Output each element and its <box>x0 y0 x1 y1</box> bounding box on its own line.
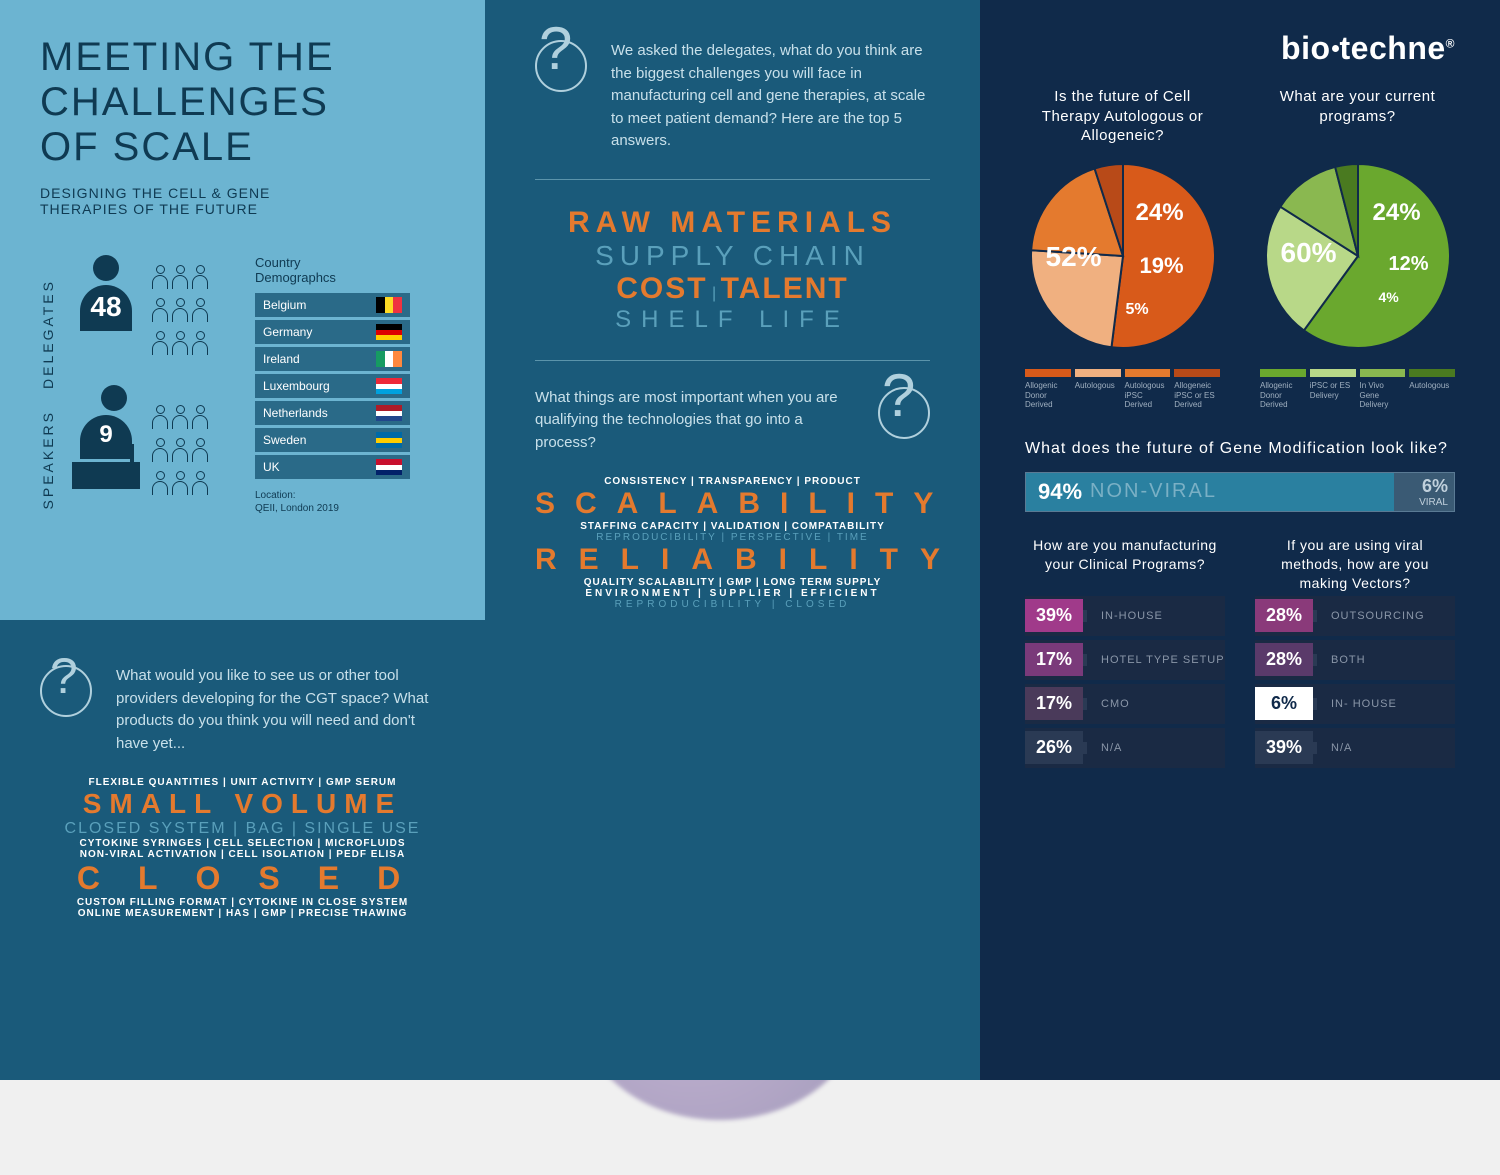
table-row: 28%OUTSOURCING <box>1255 596 1455 636</box>
question-text: We asked the delegates, what do you thin… <box>611 40 930 153</box>
main-title: MEETING THE CHALLENGES OF SCALE <box>40 35 445 169</box>
table-row: 26%N/A <box>1025 728 1225 768</box>
delegate-minis <box>150 265 210 364</box>
speaker-figure-icon: 9 <box>80 385 148 489</box>
country-row: Belgium <box>255 293 410 317</box>
country-row: UK <box>255 455 410 479</box>
question-icon <box>40 665 92 717</box>
delegate-figure-icon: 48 <box>80 255 132 331</box>
pie-charts-row: Is the future of Cell Therapy Autologous… <box>1025 87 1455 410</box>
right-panel: biotechne® Is the future of Cell Therapy… <box>980 0 1500 1080</box>
question-icon <box>878 387 930 439</box>
legend-item: Autologous <box>1409 369 1455 410</box>
question-text: What would you like to see us or other t… <box>116 665 445 755</box>
country-demographics: Country Demographcs Belgium Germany Irelan… <box>255 255 410 515</box>
country-row: Ireland <box>255 347 410 371</box>
table-vectors: If you are using viral methods, how are … <box>1255 536 1455 772</box>
left-panel: MEETING THE CHALLENGES OF SCALE DESIGNIN… <box>0 0 485 1080</box>
table-row: 28%BOTH <box>1255 640 1455 680</box>
gene-mod-bar: 94% NON-VIRAL 6%VIRAL <box>1025 472 1455 512</box>
word-cloud-tools: FLEXIBLE QUANTITIES | UNIT ACTIVITY | GM… <box>40 777 445 919</box>
speakers-label: SPEAKERS <box>40 410 56 509</box>
country-row: Netherlands <box>255 401 410 425</box>
delegates-label: DELEGATES <box>40 279 56 389</box>
countries-title: Country Demographcs <box>255 255 410 285</box>
word-cloud-qualifying: CONSISTENCY | TRANSPARENCY | PRODUCT SCA… <box>535 476 930 610</box>
header-section: MEETING THE CHALLENGES OF SCALE DESIGNIN… <box>0 0 485 620</box>
legend-item: Autologous <box>1075 369 1121 410</box>
legend-item: Allogenic Donor Derived <box>1025 369 1071 410</box>
table-row: 39%N/A <box>1255 728 1455 768</box>
word-cloud-challenges: RAW MATERIALS SUPPLY CHAIN COST | TALENT… <box>535 206 930 334</box>
table-manufacturing: How are you manufacturing your Clinical … <box>1025 536 1225 772</box>
tables-row: How are you manufacturing your Clinical … <box>1025 536 1455 772</box>
legend-item: iPSC or ES Delivery <box>1310 369 1356 410</box>
biotechne-logo: biotechne® <box>1025 30 1455 67</box>
subtitle: DESIGNING THE CELL & GENE THERAPIES OF T… <box>40 185 445 217</box>
question-text: What things are most important when you … <box>535 387 854 455</box>
question-icon <box>535 40 587 92</box>
country-row: Germany <box>255 320 410 344</box>
gene-mod-question: What does the future of Gene Modificatio… <box>1025 440 1455 458</box>
country-row: Sweden <box>255 428 410 452</box>
table-row: 17%HOTEL TYPE SETUP <box>1025 640 1225 680</box>
cgt-tools-section: What would you like to see us or other t… <box>0 620 485 1080</box>
legend-item: In Vivo Gene Delivery <box>1360 369 1406 410</box>
legend-item: Allogeneic iPSC or ES Derived <box>1174 369 1220 410</box>
location-text: Location: QEII, London 2019 <box>255 489 410 515</box>
middle-panel: We asked the delegates, what do you thin… <box>485 0 980 1080</box>
legend-item: Allogenic Donor Derived <box>1260 369 1306 410</box>
infographic-page: MEETING THE CHALLENGES OF SCALE DESIGNIN… <box>0 0 1500 1080</box>
legend-item: Autologous iPSC Derived <box>1125 369 1171 410</box>
pie-autologous: Is the future of Cell Therapy Autologous… <box>1025 87 1220 410</box>
pie-programs: What are your current programs? 60% 24% … <box>1260 87 1455 410</box>
stats-icons: DELEGATES 48 SPEAKERS 9 <box>40 255 255 515</box>
country-row: Luxembourg <box>255 374 410 398</box>
table-row: 6%IN- HOUSE <box>1255 684 1455 724</box>
table-row: 39%IN-HOUSE <box>1025 596 1225 636</box>
speaker-minis <box>150 405 210 504</box>
stats-row: DELEGATES 48 SPEAKERS 9 Country <box>40 255 445 515</box>
table-row: 17%CMO <box>1025 684 1225 724</box>
